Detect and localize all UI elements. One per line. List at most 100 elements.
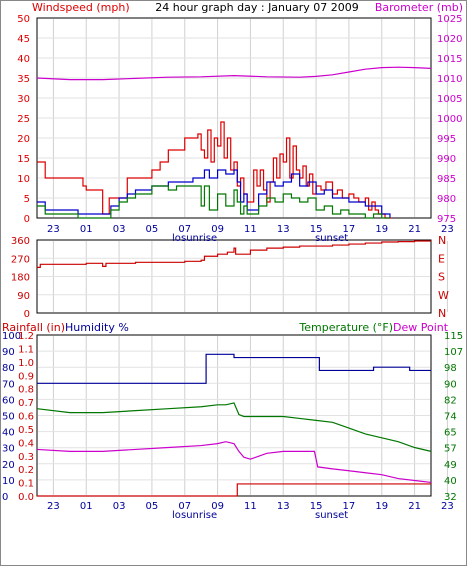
sunrise-label-bottom: sunrise [181,510,217,521]
hum-tick-40: 40 [2,428,15,439]
hour-label: 11 [244,224,257,235]
hour-label: 03 [113,501,126,512]
hum-tick-60: 60 [2,395,15,406]
hour-label: 19 [375,501,388,512]
wind_min-line [37,185,390,219]
rain-tick-12: 1.2 [18,331,34,342]
barometer-line [36,66,432,81]
barometer-axis-label: Barometer (mb) [375,1,463,14]
compass-letter-e: E [438,252,445,265]
sunset-label-top: sunset [315,233,348,244]
rain-tick-0: 0.0 [18,492,34,503]
dewpoint-axis-label: Dew Point [393,321,449,334]
rain-tick-1: 0.1 [18,479,34,490]
compass-letter-w: W [438,289,449,302]
hum-tick-10: 10 [2,476,15,487]
rain-tick-5: 0.5 [18,425,34,436]
temp-tick-49: 49 [444,460,457,471]
wind-tick-7: 35 [17,74,30,85]
dew_point-line [36,441,432,484]
baro-tick-0: 975 [437,214,456,225]
direction-compass-letters: N W S E N [438,234,449,320]
humidity-axis-label: Humidity % [65,321,129,334]
hour-label: 21 [408,501,421,512]
lo-label-top: lo [172,233,181,244]
wind-tick-0: 0 [24,214,30,225]
dir-tick-360: 360 [11,236,30,247]
dir-tick-180: 180 [11,273,30,284]
rainfall-axis-label: Rainfall (in) [2,321,65,334]
rain-tick-11: 1.1 [18,344,34,355]
hum-tick-90: 90 [2,347,15,358]
sunrise-label-top: sunrise [181,233,217,244]
temp-tick-65: 65 [444,428,457,439]
rainfall-ticks: 0.0 0.1 0.2 0.3 0.4 0.5 0.6 0.7 0.8 0.9 … [18,331,34,503]
hour-label: 23 [441,501,454,512]
hour-label: 13 [277,501,290,512]
hour-label: 19 [375,224,388,235]
temp-tick-115: 115 [444,331,463,342]
hour-label: 05 [146,501,159,512]
hour-label: 15 [310,224,323,235]
wind-tick-3: 15 [17,154,30,165]
hour-label: 07 [178,501,191,512]
wind-tick-10: 50 [17,14,30,25]
dir-tick-270: 270 [11,254,30,265]
wind-direction-line [37,240,431,268]
hour-label: 05 [146,224,159,235]
temp-tick-57: 57 [444,444,457,455]
hour-label: 23 [47,224,60,235]
temperature-line [36,402,432,452]
hour-label: 15 [310,501,323,512]
hour-label: 01 [80,224,93,235]
temp-tick-98: 98 [444,363,457,374]
baro-tick-4: 995 [437,134,456,145]
hum-tick-100: 100 [2,331,21,342]
temp-tick-32: 32 [444,492,457,503]
lo-label-bottom: lo [172,510,181,521]
rainfall-line [37,483,431,497]
hour-label: 13 [277,224,290,235]
rain-tick-4: 0.4 [18,438,34,449]
hour-label: 09 [211,501,224,512]
rain-tick-8: 0.8 [18,385,34,396]
hum-tick-70: 70 [2,379,15,390]
hour-labels-top: 23 01 03 05 07 09 11 13 15 17 19 21 23 [47,224,454,235]
dir-tick-90: 90 [17,291,30,302]
humidity-ticks: 0 10 20 30 40 50 60 70 80 90 100 [2,331,21,503]
rain-tick-10: 1.0 [18,358,34,369]
hour-label: 17 [343,224,356,235]
hour-label: 21 [408,224,421,235]
hour-label: 07 [178,224,191,235]
gridlines [38,19,448,495]
direction-left-ticks: 0 90 180 270 360 [11,236,30,320]
rain-tick-7: 0.7 [18,398,34,409]
compass-letter-s: S [438,271,445,284]
series-layer [36,66,432,497]
hum-tick-20: 20 [2,460,15,471]
temp-tick-107: 107 [444,347,463,358]
baro-tick-6: 1005 [437,94,462,105]
wind-tick-2: 10 [17,174,30,185]
compass-letter-n-top: N [438,234,446,247]
wind-left-ticks: 0 5 10 15 20 25 30 35 40 45 50 [17,14,30,225]
wind-panel-frame [36,17,432,219]
baro-tick-2: 985 [437,174,456,185]
temp-tick-82: 82 [444,395,457,406]
wind-tick-4: 20 [17,134,30,145]
hum-tick-30: 30 [2,444,15,455]
rain-tick-3: 0.3 [18,452,34,463]
hour-label: 01 [80,501,93,512]
rain-tick-9: 0.9 [18,371,34,382]
hour-label: 23 [441,224,454,235]
baro-tick-8: 1015 [437,54,462,65]
hour-label: 23 [47,501,60,512]
hour-label: 11 [244,501,257,512]
baro-tick-9: 1020 [437,34,462,45]
hour-label: 09 [211,224,224,235]
wind-tick-6: 30 [17,94,30,105]
wind-tick-8: 40 [17,54,30,65]
hum-tick-80: 80 [2,363,15,374]
